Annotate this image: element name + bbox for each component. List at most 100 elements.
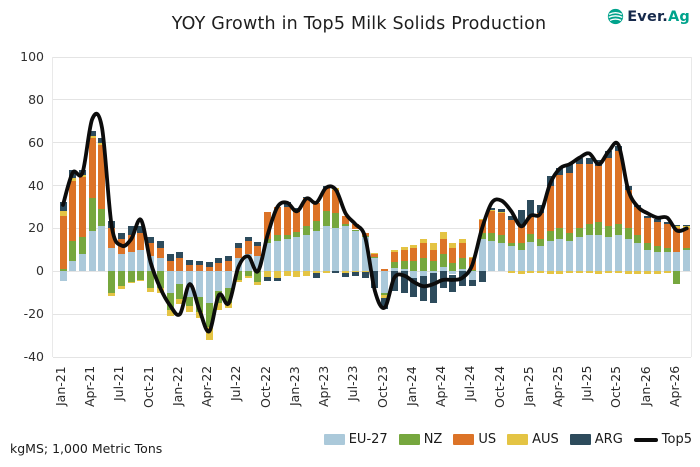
bar-segment-us [439, 239, 447, 255]
bar-segment-eu-27 [108, 247, 116, 272]
bar-segment-eu-27 [439, 267, 447, 272]
bar-segment-aus [644, 271, 652, 275]
legend-label: AUS [532, 432, 559, 447]
bar-segment-aus [312, 271, 320, 274]
bar-segment-us [244, 241, 252, 255]
bar-segment-arg [644, 215, 652, 218]
bar-segment-aus [566, 271, 574, 274]
bar-segment-nz [78, 237, 86, 255]
bar-segment-eu-27 [429, 271, 437, 274]
x-tick-label: Oct-24 [491, 366, 507, 409]
bar-segment-nz [585, 224, 593, 235]
bar-segment-eu-27 [283, 239, 291, 272]
legend-color-swatch [453, 434, 475, 445]
bar-segment-nz [498, 234, 506, 244]
bar-segment-arg [556, 168, 564, 175]
bar-segment-aus [478, 218, 486, 220]
bar-segment-arg [371, 271, 379, 289]
bar-segment-aus [420, 239, 428, 244]
bar-segment-aus [488, 210, 496, 212]
bar-segment-nz [517, 243, 525, 250]
bar-segment-eu-27 [449, 271, 457, 275]
legend-item-nz: NZ [398, 432, 442, 447]
x-tick-label: Apr-23 [316, 366, 332, 408]
bar-segment-arg [507, 215, 515, 220]
y-tick-label: 80 [28, 91, 44, 107]
bar-segment-eu-27 [244, 254, 252, 272]
bar-segment-arg [225, 256, 233, 261]
bar-segment-nz [673, 271, 681, 285]
bar-segment-aus [283, 271, 291, 276]
bar-segment-arg [575, 157, 583, 165]
bar-segment-nz [663, 247, 671, 252]
bar-segment-aus [342, 271, 350, 274]
gridline [53, 56, 691, 58]
bar-segment-eu-27 [342, 226, 350, 272]
bar-segment-us [449, 247, 457, 263]
y-tick-label: -40 [23, 349, 44, 364]
bar-segment-nz [166, 292, 174, 310]
bar-segment-nz [439, 254, 447, 267]
bar-segment-us [147, 243, 155, 257]
bar-segment-nz [488, 232, 496, 242]
bar-segment-aus [244, 275, 252, 278]
bar-segment-nz [254, 271, 262, 282]
bar-segment-nz [127, 271, 135, 282]
bar-segment-us [488, 211, 496, 233]
bar-segment-us [634, 207, 642, 235]
legend-item-aus: AUS [507, 432, 559, 447]
x-tick-label: Apr-22 [199, 366, 215, 408]
bar-segment-eu-27 [575, 237, 583, 272]
bar-segment-us [517, 225, 525, 244]
x-tick-label: Apr-26 [666, 366, 682, 408]
bar-segment-aus [69, 178, 77, 182]
bar-segment-nz [400, 260, 408, 270]
bar-segment-aus [234, 279, 242, 282]
y-tick-label: 40 [28, 177, 44, 193]
bar-segment-eu-27 [420, 271, 428, 276]
bar-segment-eu-27 [546, 241, 554, 272]
bar-segment-us [283, 207, 291, 235]
bar-segment-us [498, 213, 506, 235]
bar-segment-nz [137, 271, 145, 280]
bar-segment-eu-27 [117, 254, 125, 272]
bar-segment-eu-27 [312, 230, 320, 272]
bar-segment-nz [644, 243, 652, 250]
bar-segment-aus [459, 239, 467, 244]
bar-segment-eu-27 [254, 256, 262, 272]
y-tick-label: 60 [28, 134, 44, 150]
bar-segment-us [195, 264, 203, 272]
bar-segment-us [614, 151, 622, 225]
bar-segment-eu-27 [663, 252, 671, 272]
bar-segment-eu-27 [556, 239, 564, 272]
bar-segment-arg [195, 260, 203, 265]
x-tick-label: Apr-24 [433, 366, 449, 408]
legend-label: Top5 [661, 432, 692, 447]
x-tick-label: Jul-22 [228, 366, 244, 402]
bar-segment-eu-27 [537, 245, 544, 272]
x-tick-label: Jan-22 [169, 366, 185, 406]
legend-line-swatch [633, 437, 658, 442]
bar-segment-aus [361, 271, 369, 273]
bar-segment-aus [527, 271, 535, 274]
bar-segment-us [273, 207, 281, 235]
bar-segment-us [371, 254, 379, 258]
bar-segment-aus [585, 271, 593, 274]
bar-segment-aus [507, 271, 515, 274]
bar-segment-aus [381, 294, 389, 299]
bar-segment-nz [244, 271, 252, 276]
bar-segment-eu-27 [273, 241, 281, 272]
bar-segment-us [546, 185, 554, 231]
bar-segment-nz [312, 220, 320, 231]
bar-segment-us [537, 213, 544, 240]
bar-segment-aus [673, 226, 681, 229]
bar-segment-nz [546, 230, 554, 242]
bar-segment-aus [322, 271, 330, 274]
bar-segment-nz [322, 211, 330, 227]
bar-segment-us [234, 247, 242, 259]
bar-segment-arg [156, 241, 164, 248]
bar-segment-nz [634, 234, 642, 244]
bar-segment-eu-27 [507, 245, 515, 272]
bar-segment-eu-27 [468, 271, 476, 280]
bar-segment-us [683, 228, 691, 248]
